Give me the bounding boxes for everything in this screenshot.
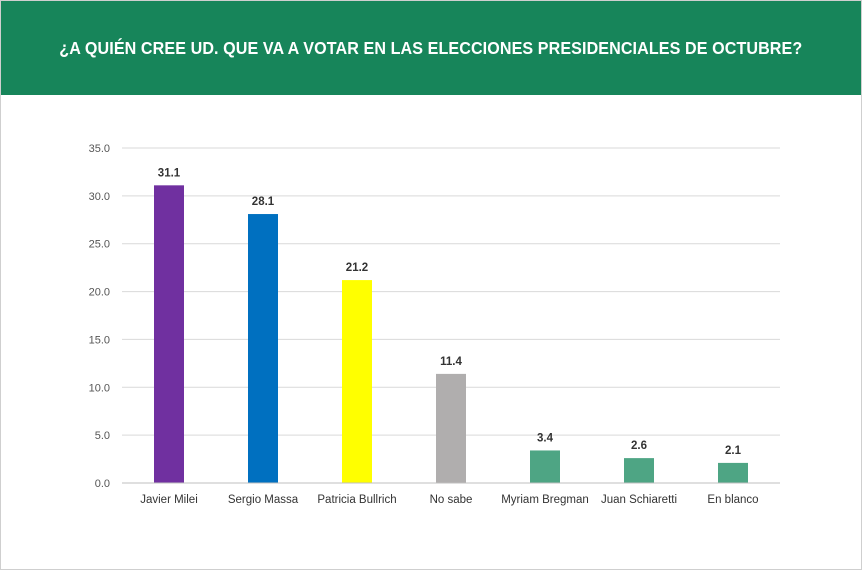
category-label: Juan Schiaretti <box>601 494 677 506</box>
data-label: 2.6 <box>631 440 647 452</box>
bar <box>154 185 184 484</box>
category-label: Sergio Massa <box>228 494 299 506</box>
category-label: No sabe <box>430 494 473 506</box>
data-label: 2.1 <box>725 445 742 457</box>
data-label: 3.4 <box>537 432 554 444</box>
data-label: 21.2 <box>346 262 368 274</box>
chart-title: ¿A QUIÉN CREE UD. QUE VA A VOTAR EN LAS … <box>59 37 803 58</box>
bar <box>248 214 278 484</box>
y-tick-label: 25.0 <box>89 239 110 251</box>
category-label: Javier Milei <box>140 494 198 506</box>
data-label: 28.1 <box>252 196 275 208</box>
y-tick-label: 5.0 <box>95 430 110 442</box>
y-tick-label: 35.0 <box>89 143 110 155</box>
y-tick-label: 0.0 <box>95 478 110 490</box>
y-tick-label: 15.0 <box>89 334 110 346</box>
bar <box>718 462 748 483</box>
y-tick-label: 30.0 <box>89 191 110 203</box>
category-label: En blanco <box>707 494 758 506</box>
y-tick-label: 20.0 <box>89 287 110 299</box>
bar <box>342 280 372 483</box>
data-label: 31.1 <box>158 167 181 179</box>
data-label: 11.4 <box>440 356 462 368</box>
bar <box>436 373 466 483</box>
bar <box>624 458 654 483</box>
category-label: Myriam Bregman <box>501 494 589 506</box>
y-tick-label: 10.0 <box>89 382 110 394</box>
category-label: Patricia Bullrich <box>317 494 396 506</box>
header-banner: ¿A QUIÉN CREE UD. QUE VA A VOTAR EN LAS … <box>1 1 861 95</box>
bar <box>530 450 560 483</box>
